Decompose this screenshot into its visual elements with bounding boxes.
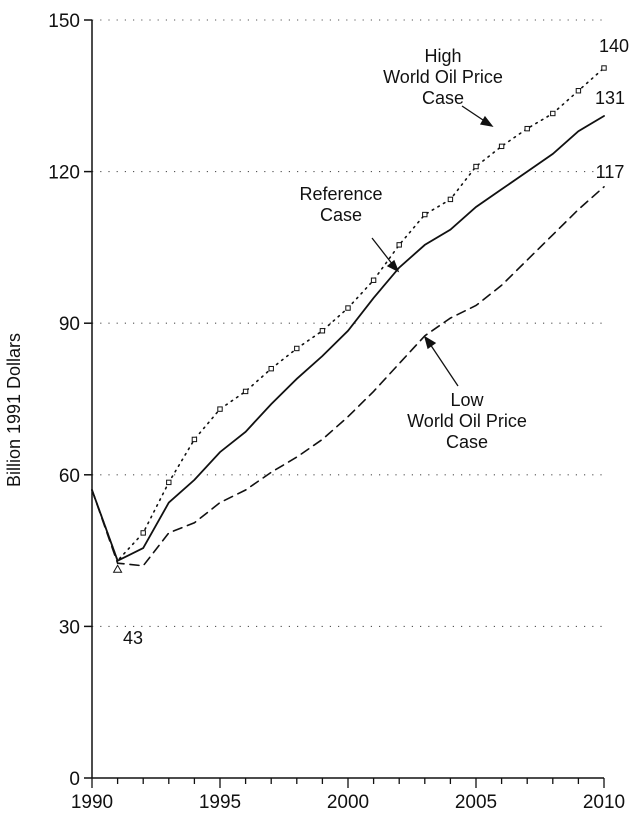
y-tick-label-90: 90 <box>59 314 80 335</box>
annotation-reference: Reference Case <box>299 184 382 225</box>
point-high-2004 <box>447 196 454 203</box>
markers <box>112 65 607 573</box>
point-high-1996 <box>242 388 249 395</box>
axes: 0 30 60 90 120 150 1990 1995 2000 2005 2010 <box>48 11 625 813</box>
point-high-2005 <box>473 163 479 170</box>
point-high-2000 <box>345 305 351 311</box>
annotation-high-line-1: High <box>424 46 461 66</box>
arrow-high <box>461 105 494 127</box>
arrows <box>371 105 494 387</box>
point-high-2002 <box>396 242 402 248</box>
point-high-2009 <box>575 88 582 94</box>
series-lines <box>91 67 605 567</box>
point-high-1993 <box>166 479 172 486</box>
annotation-reference-line-1: Reference <box>299 184 382 204</box>
point-high-1998 <box>294 345 300 352</box>
point-high-2006 <box>498 143 505 150</box>
point-high-1997 <box>268 365 274 372</box>
y-tick-label-60: 60 <box>59 466 80 487</box>
annotation-high: High World Oil Price Case <box>383 46 503 108</box>
point-high-1999 <box>319 328 326 334</box>
grid <box>92 19 604 627</box>
point-high-2007 <box>524 125 530 132</box>
point-high-2001 <box>370 277 377 283</box>
y-tick-label-30: 30 <box>59 617 80 638</box>
min-label: 43 <box>123 628 143 648</box>
series-line-dashed <box>91 186 605 567</box>
annotation-high-line-2: World Oil Price <box>383 67 503 87</box>
x-tick-label-2010: 2010 <box>583 792 625 813</box>
annotation-low-line-3: Case <box>446 432 488 452</box>
point-high-2008 <box>550 110 556 117</box>
x-tick-label-1995: 1995 <box>199 792 241 813</box>
series-line-dotted <box>91 67 605 563</box>
x-tick-label-1990: 1990 <box>71 792 113 813</box>
series-line-solid <box>91 115 605 562</box>
annotation-reference-line-2: Case <box>320 205 362 225</box>
point-high-1994 <box>191 436 198 443</box>
end-label-high: 140 <box>599 36 629 56</box>
arrow-reference <box>371 237 400 273</box>
y-tick-label-120: 120 <box>48 163 80 184</box>
end-label-reference: 131 <box>595 88 625 108</box>
point-high-1992 <box>140 530 146 536</box>
y-tick-label-0: 0 <box>69 769 80 790</box>
x-tick-label-2005: 2005 <box>455 792 497 813</box>
point-high-1995 <box>217 406 223 412</box>
annotation-low: Low World Oil Price Case <box>407 390 527 452</box>
annotation-high-line-3: Case <box>422 88 464 108</box>
point-low-1991 <box>112 564 123 573</box>
x-tick-label-2000: 2000 <box>327 792 369 813</box>
end-label-low: 117 <box>596 162 625 182</box>
y-tick-label-150: 150 <box>48 11 80 32</box>
arrow-low <box>423 335 459 387</box>
point-high-2010 <box>601 65 607 71</box>
annotation-low-line-1: Low <box>450 390 484 410</box>
y-axis-label: Billion 1991 Dollars <box>4 333 24 487</box>
point-high-2003 <box>422 211 428 218</box>
annotation-low-line-2: World Oil Price <box>407 411 527 431</box>
